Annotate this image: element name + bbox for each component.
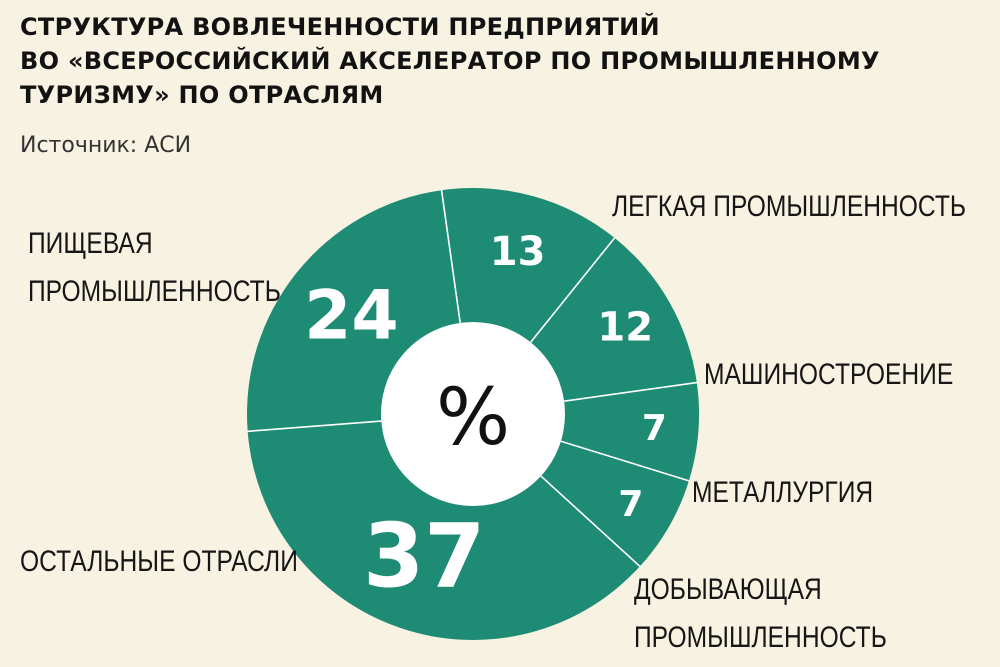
chart-title-line: ВО «ВСЕРОССИЙСКИЙ АКСЕЛЕРАТОР ПО ПРОМЫШЛ…	[20, 47, 880, 75]
slice-separator	[530, 236, 616, 343]
slice-label-line: ЛЕГКАЯ ПРОМЫШЛЕННОСТЬ	[612, 190, 967, 223]
value-label-mining: 7	[618, 484, 643, 525]
center-percent-label: %	[436, 373, 510, 463]
slice-label-line: ОСТАЛЬНЫЕ ОТРАСЛИ	[20, 545, 298, 578]
slice-label-other-industries: ОСТАЛЬНЫЕ ОТРАСЛИ	[20, 538, 298, 586]
slice-label-line: МАШИНОСТРОЕНИЕ	[704, 358, 954, 391]
slice-label-line: ДОБЫВАЮЩАЯ	[634, 573, 822, 606]
chart-title-line: СТРУКТУРА ВОВЛЕЧЕННОСТИ ПРЕДПРИЯТИЙ	[20, 13, 660, 41]
slice-separator	[563, 381, 698, 402]
slice-label-metallurgy: МЕТАЛЛУРГИЯ	[692, 469, 873, 517]
value-label-metallurgy: 7	[642, 408, 667, 449]
slice-label-line: МЕТАЛЛУРГИЯ	[692, 476, 874, 509]
slice-label-line: ПРОМЫШЛЕННОСТЬ	[28, 275, 281, 308]
slice-label-line: ПРОМЫШЛЕННОСТЬ	[634, 621, 887, 654]
value-label-light-industry: 13	[490, 229, 546, 275]
slice-label-line: ПИЩЕВАЯ	[28, 227, 153, 260]
slice-label-mining: ДОБЫВАЮЩАЯ ПРОМЫШЛЕННОСТЬ	[634, 566, 887, 662]
pie-slice-other-industries	[247, 414, 640, 640]
chart-source: Источник: АСИ	[20, 133, 192, 158]
chart-title-line: ТУРИЗМУ» ПО ОТРАСЛЯМ	[20, 81, 384, 109]
slice-separator	[560, 440, 691, 482]
value-label-machine-building: 12	[597, 305, 653, 351]
slice-label-food-industry: ПИЩЕВАЯ ПРОМЫШЛЕННОСТЬ	[28, 220, 281, 316]
chart-title: СТРУКТУРА ВОВЛЕЧЕННОСТИ ПРЕДПРИЯТИЙ ВО «…	[20, 10, 980, 112]
slice-separator	[440, 189, 461, 324]
slice-label-machine-building: МАШИНОСТРОЕНИЕ	[704, 351, 953, 399]
slice-separator	[540, 475, 642, 568]
value-label-other-industries: 37	[363, 504, 485, 607]
slice-label-light-industry: ЛЕГКАЯ ПРОМЫШЛЕННОСТЬ	[612, 183, 966, 231]
pie-center-hole	[381, 322, 565, 506]
slice-separator	[246, 420, 382, 433]
value-label-food-industry: 24	[304, 277, 399, 356]
